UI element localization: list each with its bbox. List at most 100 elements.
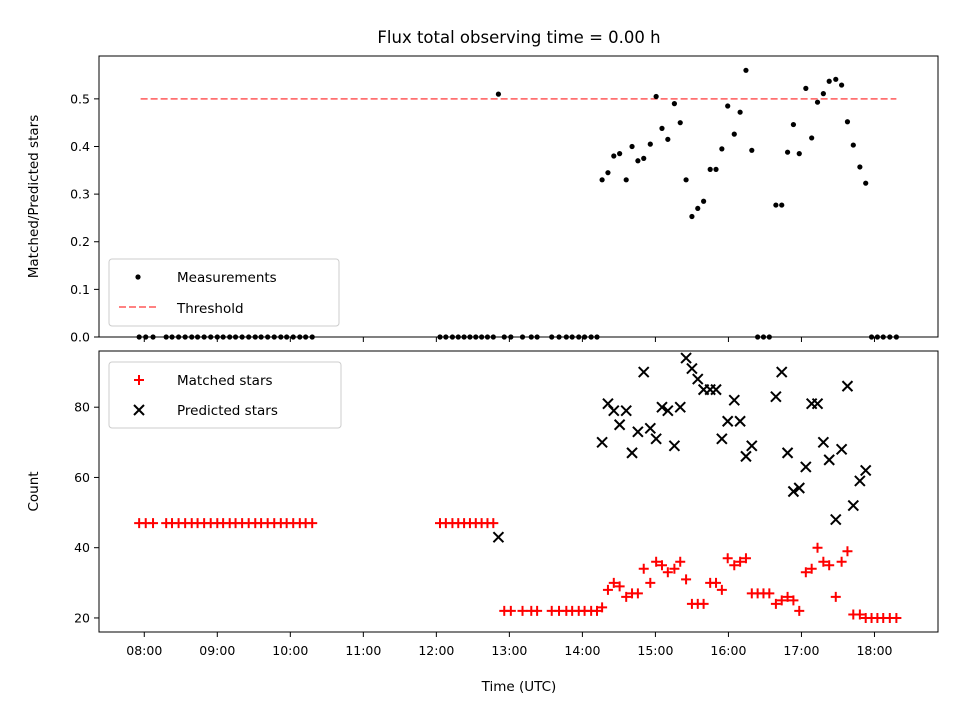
matched-star-point	[632, 588, 643, 599]
y-tick-label: 0.5	[70, 91, 90, 106]
matched-star-point	[794, 605, 805, 616]
matched-star-point	[806, 563, 817, 574]
measurement-point	[737, 109, 743, 115]
predicted-star-point	[740, 450, 752, 463]
matched-star-point	[854, 609, 865, 620]
predicted-star-point	[638, 366, 650, 378]
matched-star-point	[645, 577, 656, 588]
matched-star-point	[770, 598, 781, 609]
measurement-point	[779, 202, 785, 208]
predicted-star-point	[680, 352, 692, 364]
predicted-star-point	[854, 475, 866, 487]
predicted-star-point	[746, 440, 758, 452]
matched-star-point	[830, 591, 841, 602]
matched-star-point	[729, 560, 740, 571]
measurement-point	[809, 135, 815, 141]
predicted-star-point	[811, 397, 824, 410]
predicted-star-point	[632, 426, 644, 438]
predicted-star-point	[656, 401, 668, 413]
measurement-point	[844, 119, 851, 125]
matched-star-point	[597, 602, 608, 613]
predicted-star-point	[835, 443, 848, 456]
predicted-star-point	[776, 366, 788, 378]
predicted-star-point	[823, 454, 835, 466]
predicted-star-point	[817, 436, 830, 449]
y-tick-label: 20	[74, 610, 90, 625]
matched-star-point	[532, 605, 543, 616]
predicted-star-point	[626, 447, 638, 459]
measurement-point	[773, 202, 779, 208]
x-tick-label: 18:00	[856, 643, 892, 658]
predicted-star-point	[787, 485, 800, 498]
predicted-star-point	[728, 394, 740, 406]
y-axis-label: Count	[26, 471, 42, 511]
predicted-star-point	[662, 405, 674, 417]
measurement-point	[719, 146, 725, 152]
measurement-point	[833, 76, 839, 82]
top-panel: 0.0 0.1 0.2 0.3 0.4 0.5 Matched/Predicted star…	[26, 55, 939, 345]
measurement-point	[731, 131, 737, 137]
x-tick-label: 08:00	[126, 643, 162, 658]
measurement-point	[784, 149, 791, 155]
measurement-point	[820, 91, 826, 97]
x-tick-label: 10:00	[272, 643, 308, 658]
x-tick-label: 15:00	[637, 643, 673, 658]
predicted-star-point	[596, 436, 608, 449]
y-tick-label: 80	[74, 400, 90, 415]
matched-star-point	[651, 556, 662, 567]
measurement-point	[743, 67, 749, 73]
predicted-star-point	[608, 405, 620, 417]
x-axis-label: Time (UTC)	[481, 679, 557, 695]
matched-star-point	[788, 595, 799, 606]
predicted-star-point	[734, 415, 746, 427]
x-tick-label: 11:00	[345, 643, 381, 658]
matched-star-point	[307, 518, 318, 529]
predicted-star-point	[674, 401, 686, 413]
measurement-point	[850, 142, 856, 148]
matched-star-point	[148, 518, 159, 529]
matched-star-point	[776, 595, 787, 606]
matched-star-point	[675, 556, 686, 567]
matched-star-point	[764, 588, 775, 599]
y-tick-label: 0.1	[70, 282, 90, 297]
matched-star-point	[891, 612, 902, 623]
matched-star-point	[818, 556, 829, 567]
measurement-point	[495, 91, 502, 97]
y-tick-label: 60	[74, 470, 90, 485]
bottom-axes-frame	[98, 350, 939, 633]
measurement-point	[863, 180, 869, 186]
matched-star-point	[824, 560, 835, 571]
measurement-point	[623, 177, 629, 183]
predicted-star-point	[668, 440, 681, 452]
matched-star-point	[669, 563, 680, 574]
x-tick-label: 09:00	[199, 643, 235, 658]
matched-star-point	[740, 553, 751, 564]
measurement-point	[803, 85, 809, 91]
matched-star-point	[812, 542, 823, 553]
matched-star-point	[517, 605, 528, 616]
measurement-point	[647, 141, 653, 147]
measurement-point	[713, 166, 719, 172]
y-axis-label: Matched/Predicted stars	[26, 115, 42, 278]
matched-star-point	[800, 567, 811, 578]
matched-star-point	[608, 577, 619, 588]
matched-star-point	[591, 605, 602, 616]
measurement-point	[725, 103, 731, 109]
bottom-panel: 20 40 60 80 08:00 09:00 10:00 11:00 12:00 13:00 14…	[26, 350, 939, 658]
predicted-star-point	[860, 464, 872, 477]
matched-star-point	[735, 556, 746, 567]
matched-star-point	[842, 546, 853, 557]
predicted-star-point	[800, 461, 812, 473]
measurement-point	[665, 136, 671, 142]
legend-label-measurements: Measurements	[177, 270, 277, 286]
top-axes-frame	[98, 55, 939, 338]
y-tick-label: 0.2	[70, 234, 90, 249]
matched-star-point	[782, 591, 793, 602]
x-tick-label: 14:00	[564, 643, 600, 658]
matched-star-point	[716, 584, 727, 595]
measurement-point	[641, 155, 647, 161]
measurement-point	[671, 101, 677, 107]
predicted-star-point	[847, 499, 860, 512]
